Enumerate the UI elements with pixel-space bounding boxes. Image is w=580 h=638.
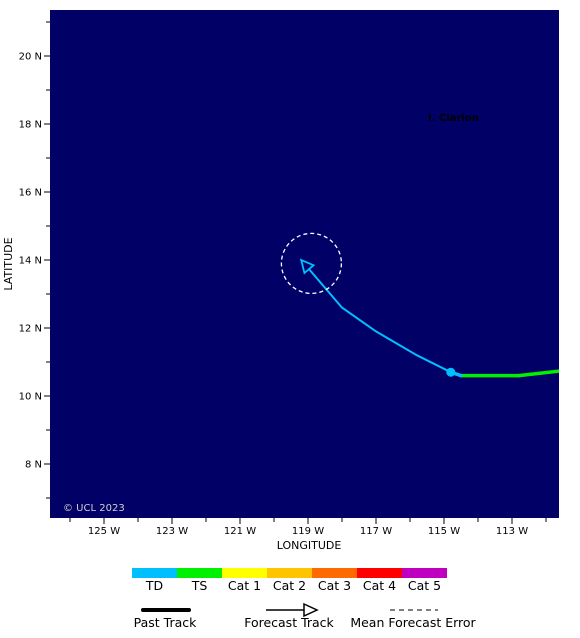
y-axis-title: LATITUDE <box>2 237 15 290</box>
category-swatch <box>402 568 447 578</box>
category-swatch <box>312 568 357 578</box>
lon-tick-label: 123 W <box>156 526 188 537</box>
lon-tick-label: 121 W <box>224 526 256 537</box>
category-swatch <box>177 568 222 578</box>
lon-tick-label: 113 W <box>496 526 528 537</box>
mean-forecast-error-circle <box>280 232 343 295</box>
category-swatch <box>222 568 267 578</box>
island-label-clarion: I. Clarion <box>428 113 479 124</box>
legend-mean-error: Mean Forecast Error <box>350 609 477 630</box>
lon-tick-label: 117 W <box>360 526 392 537</box>
lat-tick-label: 14 N <box>19 256 42 267</box>
category-label: TS <box>191 578 208 593</box>
past-track-segment <box>517 369 559 378</box>
copyright-text: © UCL 2023 <box>63 503 125 514</box>
forecast-arrow-head <box>299 258 316 275</box>
lat-tick-label: 16 N <box>19 188 42 199</box>
lat-tick-label: 20 N <box>19 52 42 63</box>
lon-tick-label: 119 W <box>292 526 324 537</box>
legend: TD TS Cat 1 Cat 2 Cat 3 Cat 4 Cat 5 Past Track… <box>132 568 477 630</box>
lat-tick-label: 18 N <box>19 120 42 131</box>
forecast-track-line <box>300 259 452 374</box>
category-swatch <box>267 568 312 578</box>
forecast-track-label: Forecast Track <box>244 615 334 630</box>
past-track-segment <box>573 369 580 377</box>
past-track-label: Past Track <box>134 615 197 630</box>
lat-tick-label: 12 N <box>19 324 42 335</box>
axis-ticks: 125 W 123 W 121 W 119 W 117 W 115 W 113 W 20 N 1… <box>19 21 547 537</box>
category-swatch <box>357 568 402 578</box>
current-position-marker <box>446 367 456 377</box>
category-label: Cat 4 <box>363 578 396 593</box>
lon-tick-label: 125 W <box>88 526 120 537</box>
category-label: Cat 1 <box>228 578 261 593</box>
category-label: Cat 5 <box>408 578 441 593</box>
storm-tracks <box>280 232 580 378</box>
legend-past-track: Past Track <box>134 608 197 630</box>
category-color-bar: TD TS Cat 1 Cat 2 Cat 3 Cat 4 Cat 5 <box>132 568 447 593</box>
lat-tick-label: 10 N <box>19 392 42 403</box>
category-label: Cat 2 <box>273 578 306 593</box>
lon-tick-label: 115 W <box>428 526 460 537</box>
category-label: TD <box>145 578 163 593</box>
legend-forecast-track: Forecast Track <box>244 602 335 630</box>
storm-track-map: 125 W 123 W 121 W 119 W 117 W 115 W 113 W 20 N 1… <box>2 10 580 552</box>
category-label: Cat 3 <box>318 578 351 593</box>
x-axis-title: LONGITUDE <box>277 539 342 552</box>
mean-error-label: Mean Forecast Error <box>350 615 476 630</box>
forecast-arrow-icon <box>303 602 319 618</box>
category-swatch <box>132 568 177 578</box>
lat-tick-label: 8 N <box>25 460 42 471</box>
